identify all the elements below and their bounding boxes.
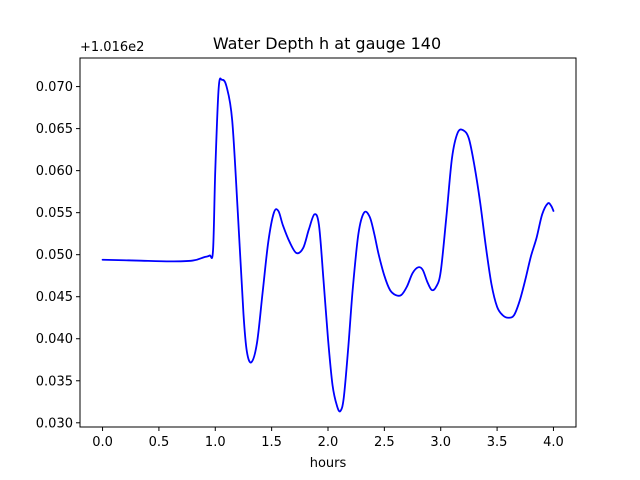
plot-area-frame <box>79 57 577 428</box>
water-depth-series-line <box>101 77 555 413</box>
x-tick-label: 0.0 <box>92 435 113 450</box>
y-tick-label: 0.065 <box>36 122 73 137</box>
y-tick-label: 0.070 <box>36 80 73 95</box>
y-tick-label: 0.030 <box>36 416 73 431</box>
x-tick-label: 1.0 <box>205 435 226 450</box>
x-tick-label: 3.5 <box>487 435 508 450</box>
x-axis: 0.0 0.5 1.0 1.5 2.0 2.5 3.0 3.5 4.0 <box>92 427 564 450</box>
x-tick-label: 2.0 <box>318 435 339 450</box>
y-tick-label: 0.060 <box>36 164 73 179</box>
y-tick-label: 0.055 <box>36 206 73 221</box>
x-tick-label: 4.0 <box>543 435 564 450</box>
y-axis-offset-label: +1.016e2 <box>80 40 144 55</box>
y-tick-label: 0.040 <box>36 332 73 347</box>
x-tick-label: 1.5 <box>261 435 282 450</box>
y-tick-label: 0.050 <box>36 248 73 263</box>
y-tick-label: 0.035 <box>36 374 73 389</box>
x-tick-label: 0.5 <box>149 435 170 450</box>
chart-title: Water Depth h at gauge 140 <box>213 34 441 53</box>
y-tick-label: 0.045 <box>36 290 73 305</box>
x-tick-label: 3.0 <box>430 435 451 450</box>
y-axis: 0.030 0.035 0.040 0.045 0.050 0.055 0.060 0.065… <box>36 80 80 431</box>
x-tick-label: 2.5 <box>374 435 395 450</box>
x-axis-label: hours <box>310 456 347 471</box>
